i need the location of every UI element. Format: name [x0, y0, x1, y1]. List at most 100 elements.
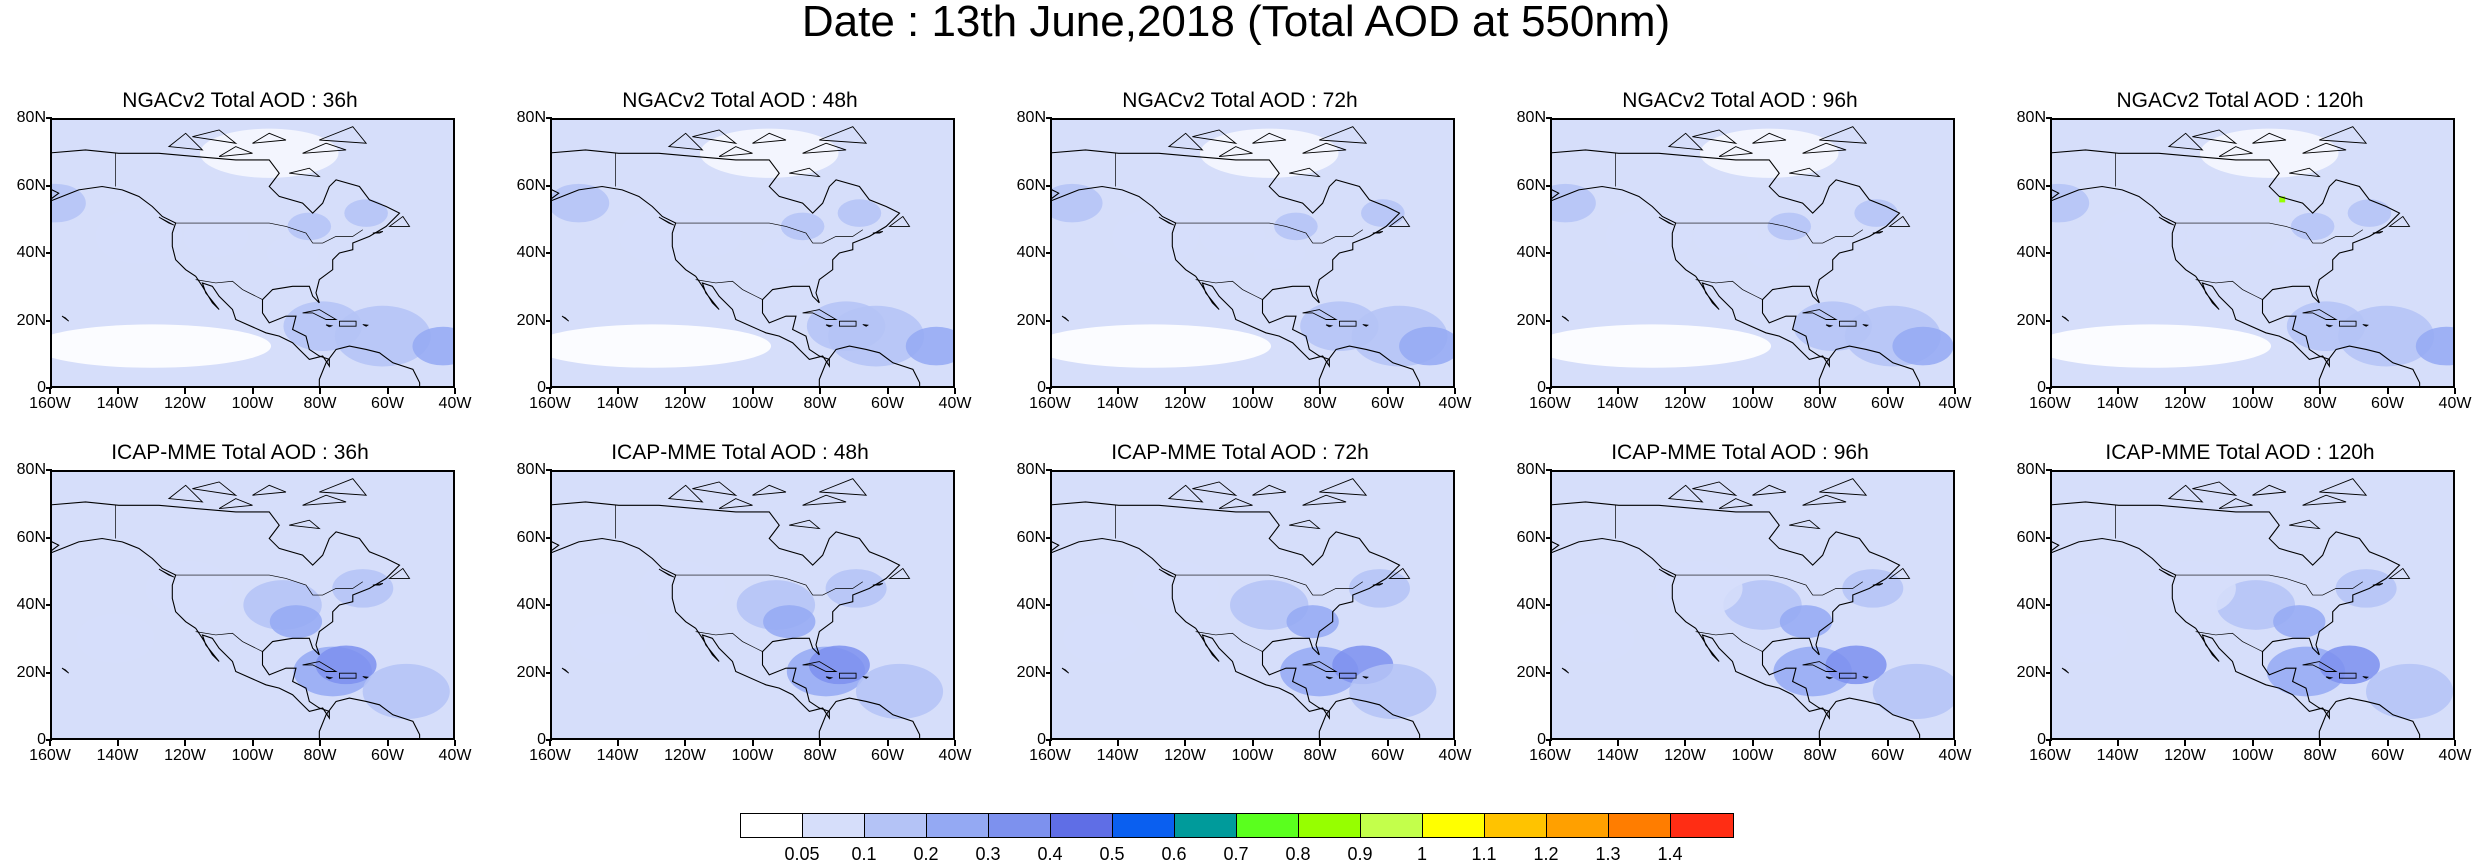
longitude-label: 160W — [29, 747, 71, 764]
island-outline — [1388, 215, 1411, 227]
longitude-tick — [2116, 740, 2119, 746]
longitude-label: 100W — [1731, 747, 1774, 764]
longitude-tick — [1386, 740, 1389, 746]
colorbar-swatch — [1485, 814, 1547, 837]
national-border — [675, 222, 863, 244]
coastline — [2318, 697, 2421, 738]
aod-region — [2148, 560, 2236, 616]
island-outline — [338, 320, 357, 327]
island-outline — [1718, 498, 1753, 509]
island-outline — [1819, 126, 1868, 144]
latitude-label: 0 — [37, 379, 46, 396]
latitude-label: 0 — [37, 731, 46, 748]
island-outline — [872, 582, 884, 586]
latitude-label: 20N — [16, 663, 46, 681]
island-outline — [1692, 129, 1738, 144]
aod-region — [269, 605, 323, 639]
latitude-label: 40N — [1016, 596, 1046, 613]
island-outline — [2325, 676, 2334, 680]
aod-region — [1199, 215, 1266, 258]
colorbar-label: 0.4 — [1037, 844, 1063, 864]
island-outline — [1167, 132, 1204, 151]
aod-region — [1842, 569, 1904, 608]
longitude-tick — [819, 388, 821, 394]
aod-region — [569, 613, 649, 664]
island-outline — [61, 667, 70, 674]
aod-region — [2335, 569, 2397, 608]
coastline — [1552, 501, 1901, 720]
latitude-label: 20N — [1016, 311, 1046, 329]
latitude-label: 60N — [16, 176, 46, 194]
island-outline — [789, 167, 821, 178]
aod-region — [1693, 215, 1759, 258]
longitude-label: 160W — [1029, 395, 1071, 412]
island-outline — [1338, 320, 1357, 327]
latitude-tick — [46, 604, 52, 606]
latitude-label: 0 — [2037, 379, 2046, 396]
island-outline — [289, 519, 321, 530]
longitude-label: 140W — [2096, 395, 2139, 412]
longitude-label: 80W — [1803, 747, 1837, 764]
longitude-label: 60W — [371, 747, 404, 764]
latitude-label: 80N — [516, 461, 546, 478]
island-outline — [862, 676, 869, 679]
latitude-label: 20N — [1516, 311, 1546, 329]
island-outline — [362, 676, 369, 679]
longitude-tick — [1549, 740, 1551, 746]
longitude-label: 80W — [803, 747, 837, 764]
longitude-tick — [1684, 388, 1686, 394]
aod-region — [1892, 326, 1953, 366]
longitude-tick — [684, 388, 686, 394]
island-outline — [2252, 132, 2287, 144]
island-outline — [1192, 129, 1238, 144]
longitude-label: 120W — [2164, 395, 2206, 412]
aod-map — [1052, 120, 1453, 386]
aod-region — [1349, 663, 1437, 720]
island-outline — [825, 676, 834, 680]
longitude-label: 120W — [1164, 747, 1206, 764]
aod-region — [315, 645, 377, 685]
longitude-tick — [1684, 740, 1686, 746]
longitude-label: 60W — [1371, 395, 1404, 412]
national-border — [1195, 279, 1263, 300]
aod-region — [287, 212, 332, 241]
aod-region — [1348, 569, 1410, 608]
colorbar-label: 0.8 — [1285, 844, 1311, 864]
longitude-label: 60W — [2371, 395, 2404, 412]
aod-region — [183, 215, 249, 258]
latitude-label: 80N — [1016, 461, 1046, 478]
colorbar-swatch — [1113, 814, 1175, 837]
longitude-label: 140W — [1596, 395, 1639, 412]
longitude-tick — [184, 388, 186, 394]
island-outline — [1302, 661, 1338, 672]
island-outline — [2372, 582, 2384, 586]
longitude-tick — [1616, 388, 1619, 394]
island-outline — [2252, 484, 2287, 496]
longitude-label: 140W — [596, 747, 639, 764]
longitude-label: 40W — [1438, 395, 1472, 412]
longitude-label: 120W — [2164, 747, 2206, 764]
map-plot-area — [1550, 470, 1955, 740]
island-outline — [1825, 676, 1834, 680]
latitude-tick — [546, 319, 552, 322]
island-outline — [2388, 215, 2411, 227]
aod-low-region — [1699, 128, 1839, 178]
longitude-label: 140W — [1096, 395, 1139, 412]
latitude-tick — [546, 184, 552, 187]
longitude-label: 120W — [1164, 395, 1206, 412]
longitude-label: 140W — [96, 395, 139, 412]
island-outline — [1362, 324, 1369, 327]
island-outline — [1158, 568, 1175, 578]
latitude-tick — [1546, 117, 1552, 119]
longitude-tick — [2116, 388, 2119, 394]
island-outline — [1218, 498, 1253, 509]
aod-map — [2052, 472, 2453, 738]
latitude-label: 0 — [537, 379, 546, 396]
national-border — [695, 631, 763, 652]
panel-title: NGACv2 Total AOD : 48h — [622, 89, 858, 112]
island-outline — [192, 129, 238, 144]
longitude-label: 40W — [2438, 395, 2472, 412]
longitude-tick — [1454, 388, 1456, 394]
coastline — [1052, 501, 1401, 720]
map-panel: ICAP-MME Total AOD : 120h 80N 60N 40N 20N 0 16… — [2000, 440, 2472, 790]
